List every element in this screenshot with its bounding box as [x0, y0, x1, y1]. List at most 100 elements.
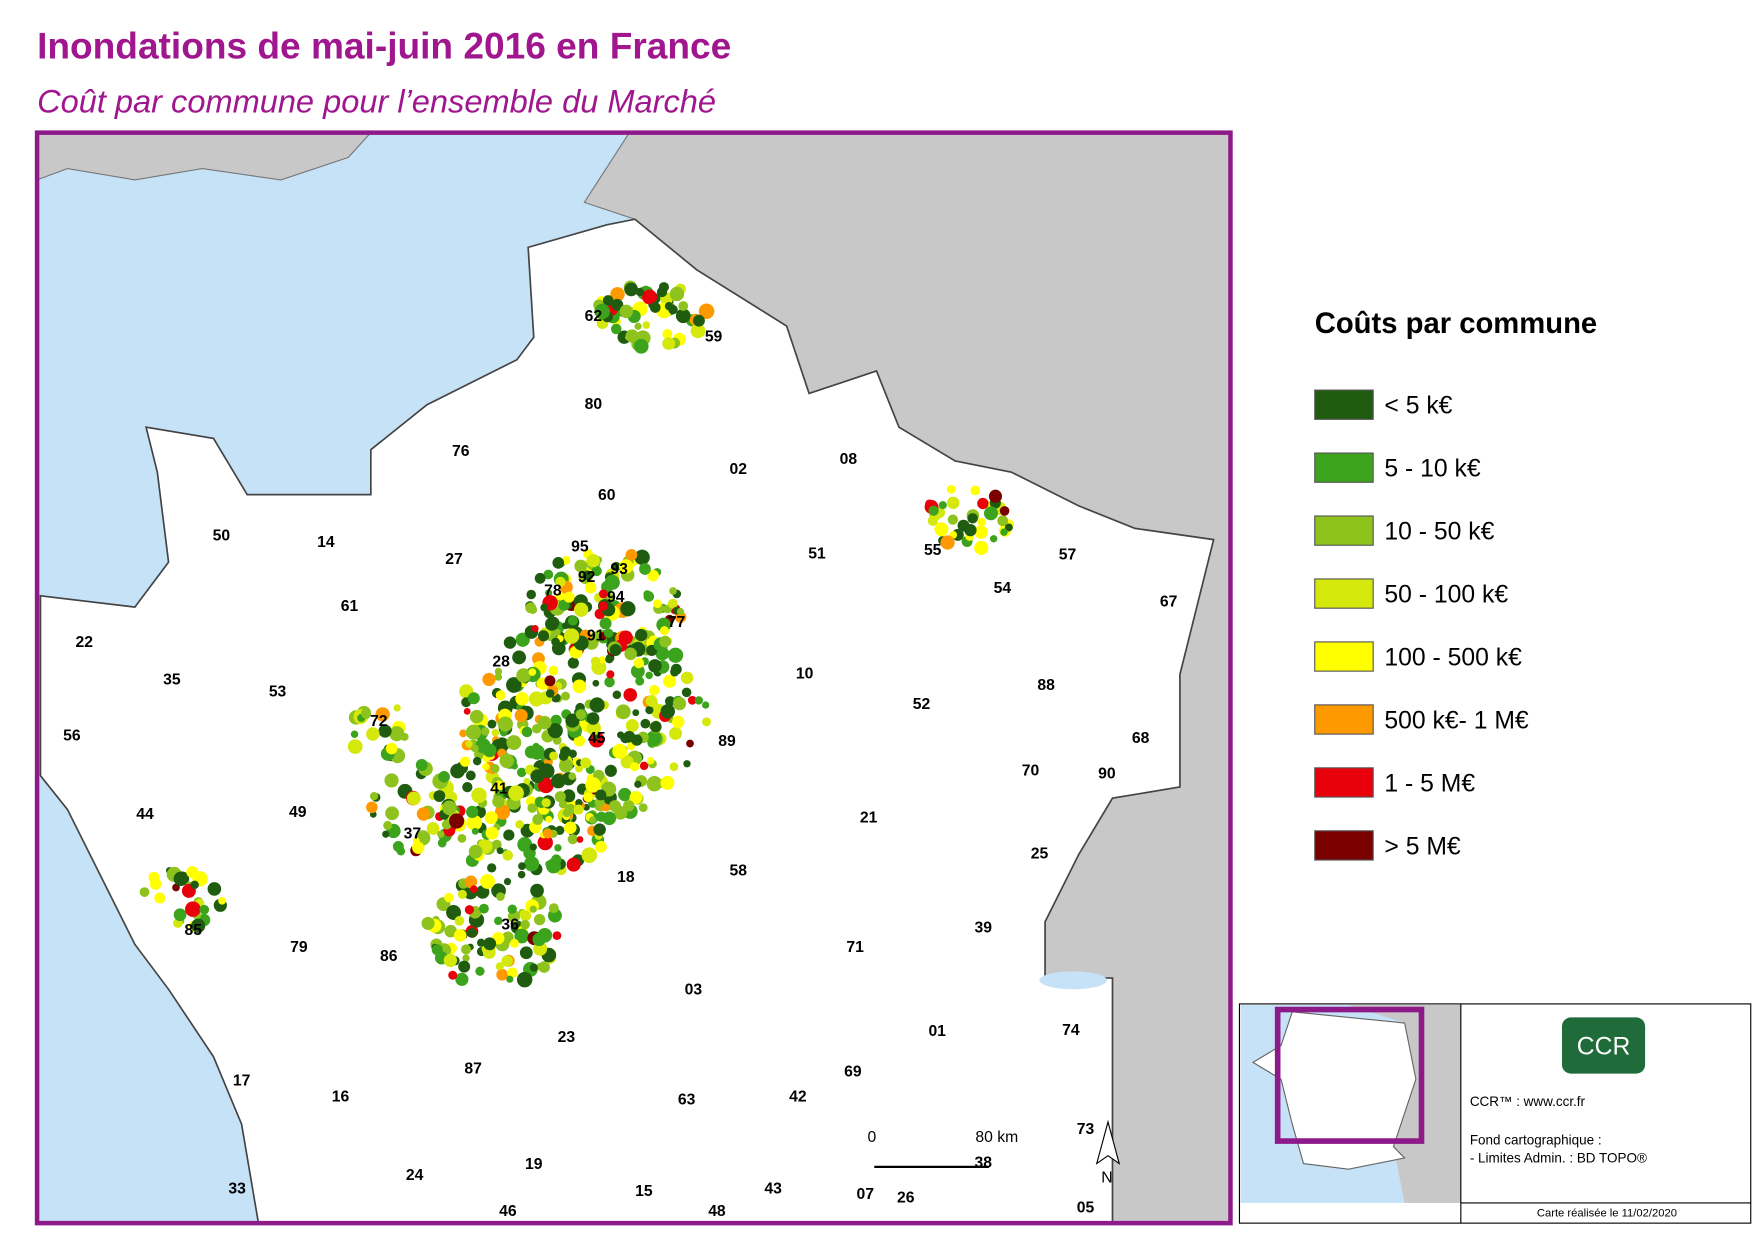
cost-area [366, 727, 380, 741]
department-label: 79 [290, 939, 308, 956]
cost-area [619, 559, 634, 574]
cost-area [172, 883, 180, 892]
cost-area [518, 862, 526, 870]
cost-area [490, 764, 500, 774]
cost-area [544, 675, 556, 687]
cost-area [659, 626, 669, 636]
cost-area [494, 916, 503, 926]
cost-area [444, 892, 454, 903]
cost-area [667, 598, 678, 609]
department-label: 77 [668, 614, 686, 631]
cost-area [483, 937, 497, 951]
cost-area [567, 834, 578, 845]
cost-area [537, 630, 550, 642]
department-label: 63 [678, 1092, 696, 1109]
department-label: 27 [445, 551, 463, 568]
department-label: 03 [685, 982, 703, 999]
cost-area [635, 676, 645, 686]
map-frame [34, 130, 1233, 1226]
cost-area [526, 589, 537, 600]
lake [1039, 971, 1107, 990]
cost-area [938, 501, 947, 510]
department-label: 68 [1132, 730, 1150, 747]
cost-area [675, 308, 691, 324]
cost-area [463, 707, 471, 715]
cost-area [620, 601, 636, 617]
cost-area [618, 787, 632, 802]
department-label: 46 [499, 1203, 517, 1220]
cost-area [476, 938, 486, 947]
cost-area [997, 515, 1009, 527]
cost-area [528, 691, 544, 707]
department-label: 58 [730, 862, 748, 879]
cost-area [471, 827, 479, 835]
cost-area [532, 814, 544, 825]
cost-area [491, 839, 502, 850]
cost-area [602, 811, 617, 826]
department-label: 44 [136, 806, 154, 823]
department-label: 71 [846, 939, 864, 956]
cost-area [660, 704, 675, 719]
cost-area [604, 676, 615, 688]
department-label: 08 [840, 451, 858, 468]
cost-area [499, 753, 515, 769]
cost-area [528, 668, 537, 676]
cost-area [683, 760, 691, 768]
cost-area [507, 904, 517, 914]
cost-area [545, 689, 555, 698]
cost-area [506, 735, 522, 750]
department-label: 19 [525, 1156, 543, 1173]
cost-areas [139, 280, 1014, 988]
cost-area [457, 834, 467, 843]
cost-area [468, 844, 483, 859]
department-label: 53 [269, 684, 287, 701]
cost-area [550, 773, 566, 789]
legend-label: 500 k€- 1 M€ [1384, 707, 1528, 734]
legend-label: 5 - 10 k€ [1384, 456, 1480, 483]
cost-area [186, 866, 199, 879]
cost-area [947, 496, 960, 510]
scale-end: 80 km [975, 1129, 1018, 1146]
cost-area [974, 540, 989, 555]
cost-area [433, 790, 446, 803]
cost-area [533, 913, 546, 926]
cost-area [494, 804, 511, 820]
cost-area [606, 670, 615, 679]
cost-area [665, 696, 676, 707]
cost-area [516, 971, 533, 988]
cost-area [669, 286, 685, 302]
cost-area [566, 857, 581, 872]
cost-area [625, 549, 638, 561]
credit-site: CCR™ : www.ccr.fr [1470, 1094, 1586, 1109]
cost-area [573, 804, 584, 815]
cost-area [421, 916, 435, 930]
cost-area [459, 756, 471, 767]
cost-area [519, 946, 533, 960]
credit-source-title: Fond cartographique : [1470, 1132, 1602, 1147]
cost-area [633, 338, 649, 354]
legend-swatch [1314, 578, 1374, 609]
cost-area [199, 904, 210, 915]
cost-area [694, 696, 703, 705]
cost-area [567, 657, 579, 669]
cost-area [393, 704, 401, 712]
cost-area [438, 770, 450, 783]
cost-area [413, 837, 420, 845]
inset: CCR CCR™ : www.ccr.fr Fond cartographiqu… [1238, 1003, 1752, 1224]
cost-area [551, 854, 562, 865]
cost-area [555, 825, 565, 835]
cost-area [552, 557, 565, 569]
department-label: 05 [1077, 1200, 1095, 1217]
department-label: 25 [1031, 846, 1049, 863]
cost-area [383, 820, 393, 830]
department-label: 21 [860, 810, 878, 827]
department-label: 15 [635, 1183, 653, 1200]
legend: < 5 k€ 5 - 10 k€ 10 - 50 k€ 50 - 100 k€ 100 … [1314, 389, 1529, 861]
cost-area [497, 716, 513, 732]
cost-area [467, 928, 478, 938]
cost-area [549, 751, 559, 761]
cost-area [604, 574, 620, 590]
france [39, 218, 1215, 1224]
cost-area [592, 679, 600, 687]
north-label: N [1101, 1170, 1112, 1187]
